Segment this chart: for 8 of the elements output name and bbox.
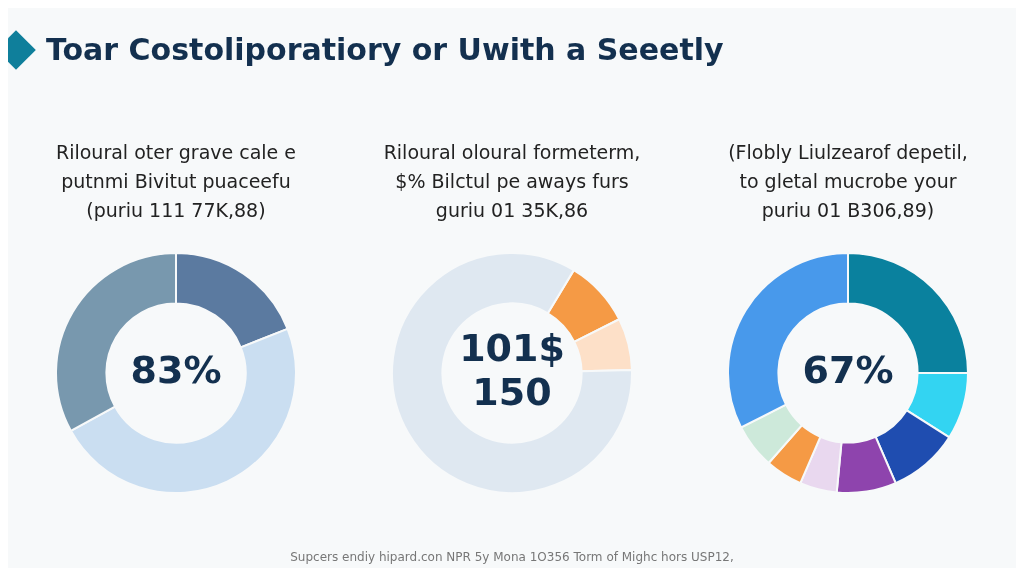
text: 101$ 150 bbox=[459, 325, 565, 414]
chart-subtitle: (Flobly Liulzearof depetil, to gletal mucrobe your puriu 01 B306,89) bbox=[727, 140, 969, 223]
chart-subtitle: Riloural oter grave cale e putnmi Bivitut puaceefu (puriu 111 77K,88) bbox=[54, 140, 298, 223]
text: 67% bbox=[802, 347, 894, 392]
text: 83% bbox=[130, 347, 222, 392]
chart-subtitle: Riloural oloural formeterm, $% Bilctul pe aways furs guriu 01 35K,86 bbox=[382, 140, 642, 223]
text: Toar Costoliporatiory or Uwith a Seeetly bbox=[46, 32, 724, 67]
text: Supcers endiy hipard.con NPR 5y Mona 1O356 Torm of Mighc hors USP12, bbox=[290, 550, 734, 564]
